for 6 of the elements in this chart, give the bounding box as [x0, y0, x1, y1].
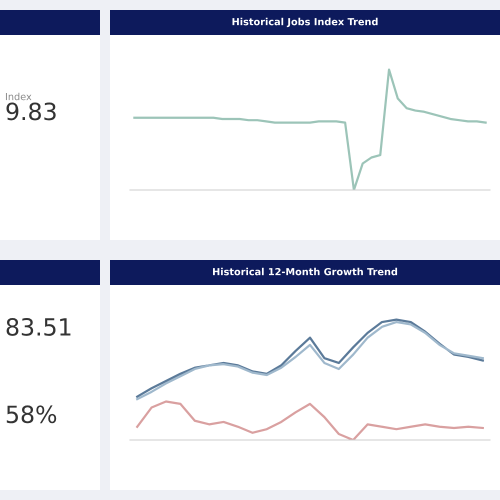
text: 9.83 — [6, 102, 56, 120]
text: 83.51 — [6, 318, 70, 336]
text: Index — [6, 92, 32, 100]
chart-title: Historical 12-Month Growth Trend — [213, 268, 398, 276]
chart-title: Historical Jobs Index Trend — [232, 18, 378, 28]
text: 58% — [6, 405, 56, 424]
